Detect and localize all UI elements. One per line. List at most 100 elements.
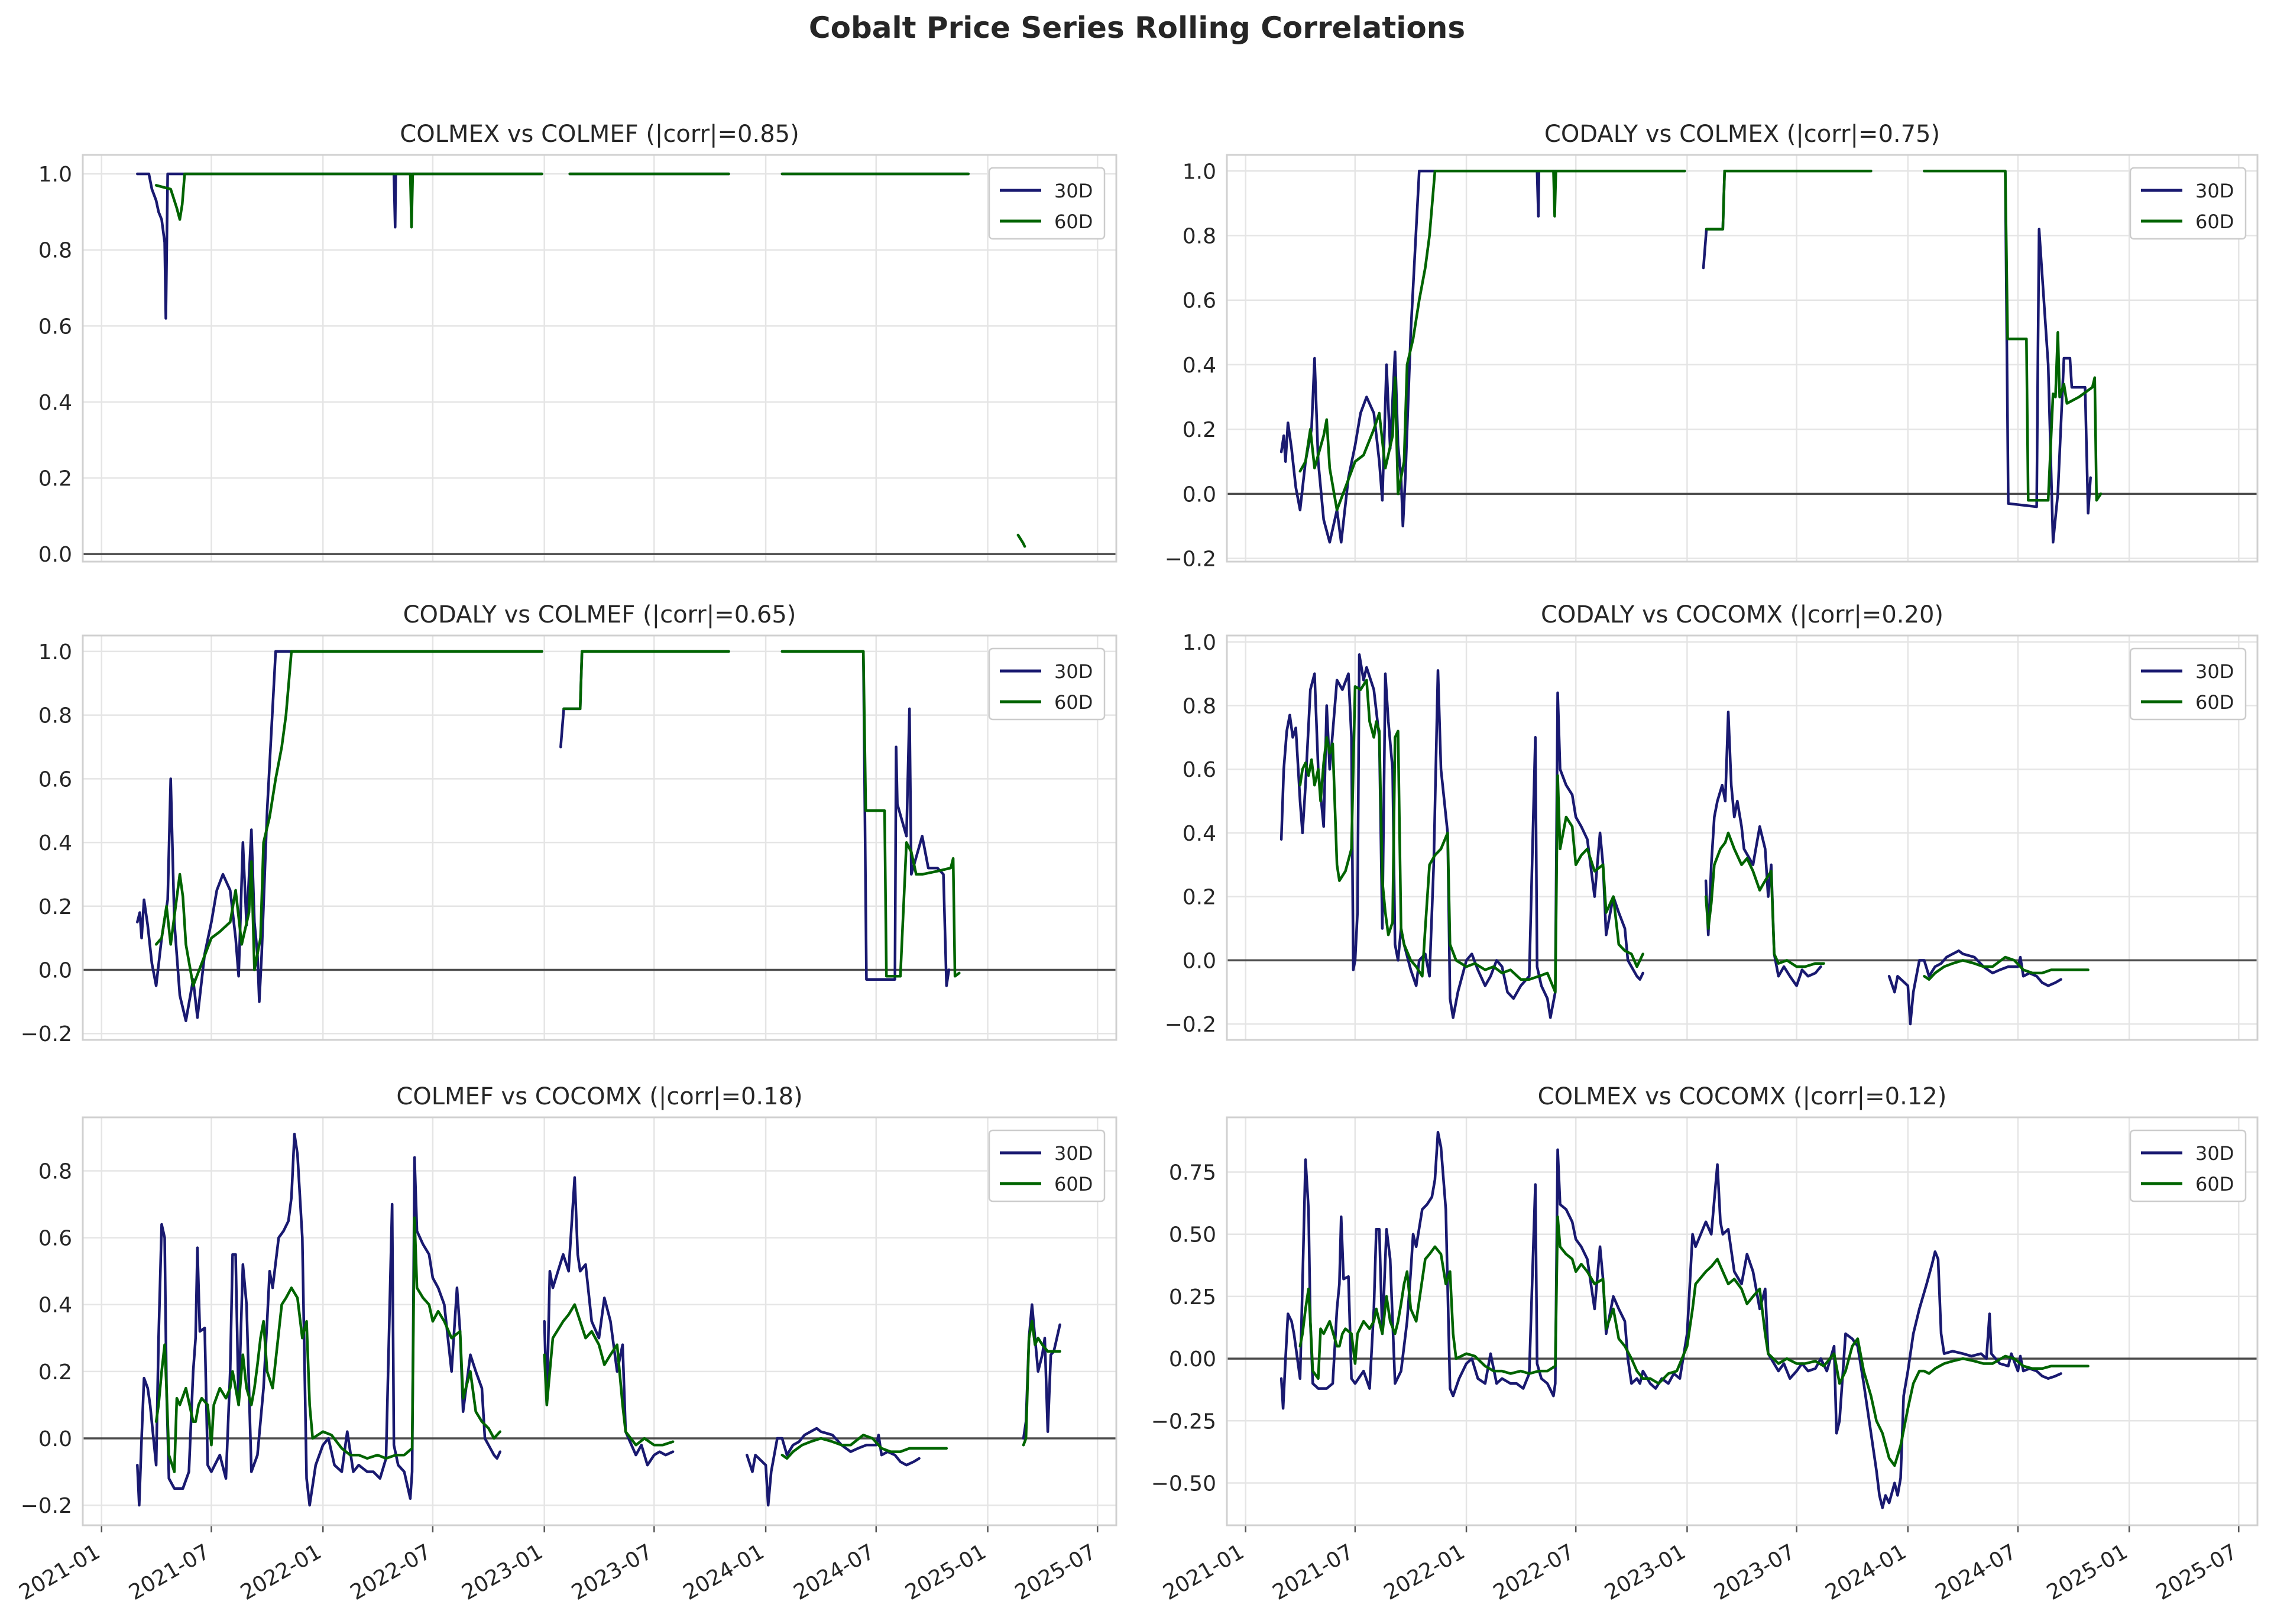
y-tick-label: 0.50 (1169, 1223, 1216, 1247)
plot-area (83, 1117, 1116, 1525)
series-line-60d (1298, 679, 1644, 994)
y-tick-label: 0.2 (38, 1360, 72, 1385)
y-tick-label: 0.8 (1183, 694, 1216, 718)
subplot-1: 0.0 0.2 0.4 0.6 0.8 1.0 COLMEX vs COLMEF (|cor… (38, 121, 1117, 567)
legend-label: 60D (2195, 691, 2234, 714)
axes-frame (82, 154, 1117, 563)
y-tick-label: −0.2 (1165, 1013, 1216, 1037)
legend-label: 30D (1054, 660, 1093, 683)
y-tick-label: 0.6 (1183, 289, 1216, 313)
series-line-30d (543, 1176, 675, 1467)
series-line-60d (1705, 170, 1873, 231)
y-tick-label: 0.6 (1183, 758, 1216, 782)
series-group (1279, 1130, 2090, 1509)
y-tick-label: −0.2 (1165, 547, 1216, 572)
y-tick-label: 0.4 (1183, 822, 1216, 846)
series-line-30d (136, 650, 543, 1022)
series-line-60d (1298, 170, 1686, 511)
series-line-30d (1704, 711, 1822, 987)
plot-area (83, 155, 1116, 562)
y-tick-label: 1.0 (1183, 160, 1216, 184)
series-group (136, 172, 1026, 548)
series-line-30d (780, 650, 951, 987)
y-tick-label: 0.00 (1169, 1347, 1216, 1372)
subplot-3: −0.2 0.0 0.2 0.4 0.6 0.8 1.0 CODALY vs COLMEF (… (21, 601, 1117, 1046)
series-line-30d (1279, 170, 1686, 544)
series-line-30d (1923, 170, 2092, 544)
subplot-title: COLMEF vs COCOMX (|corr|=0.18) (396, 1083, 802, 1110)
y-tick-label: 0.0 (1183, 482, 1216, 507)
plot-area (83, 636, 1116, 1040)
axes-frame (82, 634, 1117, 1041)
y-tick-label: 0.25 (1169, 1285, 1216, 1309)
subplot-title: CODALY vs COCOMX (|corr|=0.20) (1541, 601, 1943, 628)
y-tick-label: 0.0 (38, 1427, 72, 1451)
y-tick-label: 0.4 (1183, 354, 1216, 378)
series-line-60d (1022, 1320, 1061, 1447)
figure-title: Cobalt Price Series Rolling Correlations (809, 11, 1465, 45)
legend-label: 60D (2195, 1173, 2234, 1195)
series-line-60d (1704, 831, 1825, 968)
series-line-60d (780, 650, 961, 978)
axes-frame (1226, 634, 2259, 1041)
y-tick-label: −0.50 (1151, 1471, 1216, 1496)
legend-label: 60D (1054, 691, 1093, 714)
legend-label: 30D (2195, 660, 2234, 683)
subplot-2: −0.2 0.0 0.2 0.4 0.6 0.8 1.0 CODALY vs COLMEX (… (1165, 121, 2259, 572)
y-tick-label: −0.25 (1151, 1409, 1216, 1434)
subplot-title: COLMEX vs COLMEF (|corr|=0.85) (400, 121, 799, 148)
y-tick-label: 0.8 (1183, 225, 1216, 249)
subplot-4: −0.2 0.0 0.2 0.4 0.6 0.8 1.0 CODALY vs COCOMX (… (1165, 601, 2259, 1041)
legend-label: 30D (2195, 180, 2234, 202)
legend-label: 60D (1054, 210, 1093, 233)
series-line-60d (562, 650, 730, 711)
y-tick-label: 1.0 (38, 640, 72, 664)
series-group (1279, 170, 2103, 544)
series-line-60d (1923, 170, 2103, 502)
y-tick-label: 0.8 (38, 704, 72, 728)
subplot-title: CODALY vs COLMEF (|corr|=0.65) (403, 601, 796, 628)
series-line-60d (543, 1303, 675, 1447)
series-line-60d (780, 1434, 948, 1460)
series-line-30d (136, 172, 543, 320)
subplot-title: COLMEX vs COCOMX (|corr|=0.12) (1538, 1083, 1947, 1110)
y-tick-label: 0.4 (38, 1294, 72, 1318)
axes-frame (1226, 154, 2259, 563)
y-tick-label: −0.2 (21, 1494, 72, 1518)
series-line-60d (1923, 955, 2090, 981)
legend-label: 30D (2195, 1142, 2234, 1165)
y-tick-label: 0.4 (38, 391, 72, 415)
series-group (136, 1133, 1061, 1507)
legend-label: 30D (1054, 1142, 1093, 1165)
y-tick-label: 0.2 (38, 895, 72, 919)
y-tick-label: 1.0 (1183, 631, 1216, 655)
series-line-60d (1298, 1215, 2090, 1467)
y-tick-label: 0.2 (1183, 418, 1216, 442)
series-line-60d (154, 650, 543, 987)
legend-label: 60D (1054, 1173, 1093, 1195)
series-group (1279, 653, 2090, 1026)
y-tick-label: 0.0 (38, 959, 72, 983)
y-tick-label: 0.0 (1183, 949, 1216, 973)
legend-label: 60D (2195, 210, 2234, 233)
series-line-60d (154, 172, 543, 229)
series-line-60d (154, 1216, 502, 1473)
y-tick-label: 0.0 (38, 543, 72, 567)
y-tick-label: 0.8 (38, 239, 72, 263)
y-tick-label: 0.75 (1169, 1161, 1216, 1185)
y-tick-label: 0.6 (38, 315, 72, 339)
series-line-30d (1279, 1130, 2062, 1509)
axes-frame (1226, 1116, 2259, 1526)
y-tick-label: 0.2 (1183, 886, 1216, 910)
y-tick-label: 0.8 (38, 1159, 72, 1184)
series-line-30d (136, 1133, 502, 1507)
legend-label: 30D (1054, 180, 1093, 202)
